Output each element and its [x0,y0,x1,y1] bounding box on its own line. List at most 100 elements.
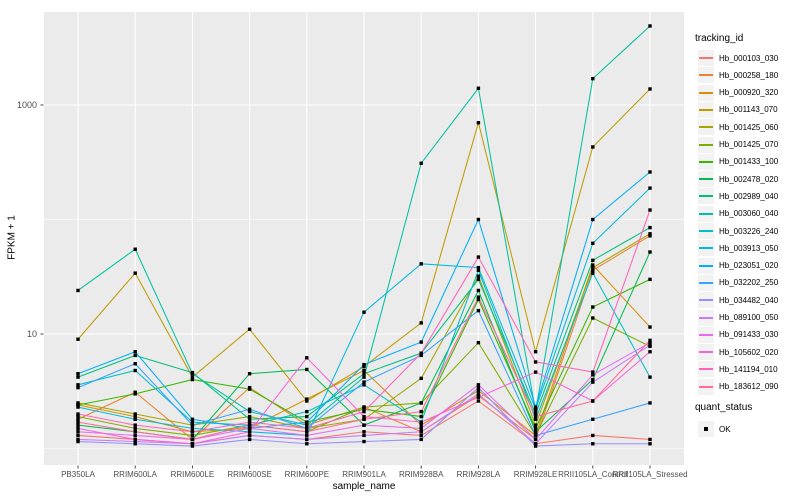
data-point [533,417,538,421]
data-point [305,397,309,401]
data-point [190,442,195,446]
legend-key-box [698,257,714,274]
data-point [648,277,652,282]
data-point [362,407,366,411]
legend-item-Hb_000920_320: Hb_000920_320 [698,84,778,101]
data-point [476,383,481,387]
data-point [648,186,652,190]
x-tick-label: RRII105LA_Control [558,470,628,479]
data-point [362,414,366,419]
data-point [247,407,252,411]
data-point [133,417,137,421]
data-point [476,392,481,396]
data-point [533,437,538,442]
data-point [133,439,137,444]
legend-line-swatch [699,264,713,267]
data-point [533,405,538,409]
legend-line-swatch [699,351,713,354]
legend-item-label: Hb_001425_060 [719,122,779,132]
data-point [533,426,538,431]
data-point [648,375,652,379]
data-point [133,430,137,434]
legend-item-label: Hb_032202_250 [719,278,779,288]
data-point [476,288,481,293]
legend-line-swatch [699,91,713,94]
data-point [648,250,652,254]
data-point [419,353,423,358]
x-tick-label: RRIM600SE [227,470,272,479]
data-point [533,433,538,438]
y-axis-title: FPKM + 1 [6,215,18,260]
legend-item-Hb_032202_250: Hb_032202_250 [698,274,779,291]
data-point [591,265,595,270]
data-point [76,420,80,424]
data-point [648,437,652,442]
data-point [305,430,309,434]
legend-key-box [698,136,714,153]
legend-item-Hb_001433_100: Hb_001433_100 [698,153,778,170]
data-point [362,433,366,438]
legend-key-box [698,84,714,101]
legend-item-label: Hb_000103_030 [719,53,779,63]
data-point [76,417,80,421]
data-point [305,409,309,414]
data-point [476,86,481,90]
legend-line-swatch [699,126,713,129]
data-point [533,409,538,414]
legend-item-Hb_023051_020: Hb_023051_020 [698,257,778,274]
data-point [533,444,538,448]
legend-key-box [698,326,714,343]
data-point [591,380,595,384]
data-point [305,426,309,431]
data-point [648,350,652,354]
legend-item-label: Hb_183612_090 [719,382,779,392]
data-point [76,385,80,390]
data-point [190,420,195,424]
data-point [476,385,481,390]
data-point [591,377,595,382]
legend-item-Hb_089100_050: Hb_089100_050 [698,309,778,326]
data-point [133,362,137,366]
data-point [362,417,366,421]
data-point [533,350,538,354]
data-point [133,426,137,431]
data-point [648,401,652,405]
data-point [133,353,137,358]
data-point [133,271,137,275]
data-point [362,364,366,369]
data-point [305,414,309,419]
legend-line-swatch [699,57,713,59]
data-point [247,327,252,331]
data-point [362,409,366,414]
legend-item-Hb_000258_180: Hb_000258_180 [698,67,778,84]
legend-item-Hb_002478_020: Hb_002478_020 [698,171,778,188]
legend-key-box [698,378,714,395]
legend-item-label: Hb_001425_070 [719,140,779,149]
legend-item-Hb_001425_070: Hb_001425_070 [698,136,779,153]
data-point [533,430,538,434]
data-point [591,258,595,263]
data-point [76,412,80,416]
data-point [591,263,595,267]
data-point [648,340,652,345]
legend-item-quant-ok: OK [698,421,731,437]
data-point [76,405,80,409]
legend-line-swatch [699,74,713,77]
legend-item-Hb_003913_050: Hb_003913_050 [698,240,778,257]
data-point [76,288,80,293]
data-point [591,76,595,81]
data-point [476,297,481,302]
legend-item-Hb_001425_060: Hb_001425_060 [698,119,779,136]
data-point [190,444,195,448]
x-tick-label: RRIM600LA [113,470,157,479]
data-point [419,161,423,165]
data-point [533,407,538,411]
data-point [190,377,195,382]
legend-line-swatch [699,160,713,163]
data-point [591,417,595,421]
data-point [419,262,423,266]
legend-item-Hb_002989_040: Hb_002989_040 [698,188,778,205]
data-point [247,420,252,424]
data-point [190,433,195,438]
data-point [591,442,595,446]
